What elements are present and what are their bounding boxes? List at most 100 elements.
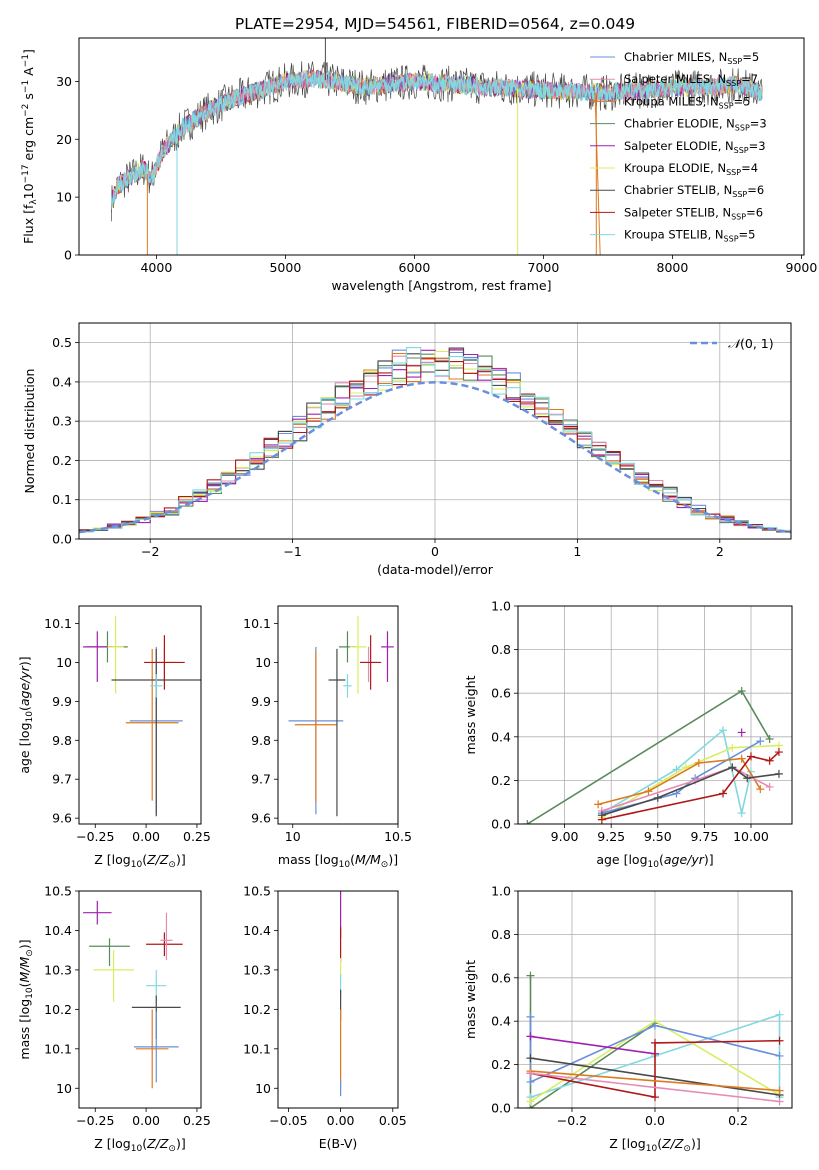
weight-marker-salpeter-stelib xyxy=(774,748,783,757)
y-tick-label: 0.2 xyxy=(491,773,511,788)
label-part: −17 xyxy=(21,164,31,183)
legend-label-chabrier-miles: Chabrier MILES, NSSP=5 xyxy=(624,50,759,66)
y-tick-label: 10.5 xyxy=(44,884,72,899)
weight-marker-kroupa-miles xyxy=(775,1086,784,1095)
x-tick-label: −0.05 xyxy=(269,1113,307,1128)
x-tick-label: 10.00 xyxy=(733,829,769,844)
label-part: M/M xyxy=(355,852,381,867)
axes-frame xyxy=(277,605,399,825)
x-tick-label: 2 xyxy=(716,544,724,559)
label-part: ( xyxy=(659,852,664,867)
weight-line-chabrier-stelib xyxy=(601,766,780,817)
y-tick-label: 0.0 xyxy=(52,532,72,547)
y-tick-label: 0.6 xyxy=(491,686,511,701)
x-tick-label: 0 xyxy=(431,544,439,559)
label-part: 10 xyxy=(648,860,660,870)
y-axis-label: mass weight xyxy=(463,960,478,1039)
x-axis-label: E(B-V) xyxy=(319,1136,358,1151)
label-part: erg cm xyxy=(21,117,36,165)
label-part: ( xyxy=(350,852,355,867)
label-part: mass [log xyxy=(278,852,339,867)
label-part: Chabrier STELIB, N xyxy=(624,183,732,197)
weight-marker-chabrier-elodie xyxy=(523,820,532,824)
label-part: mass [log xyxy=(17,999,32,1060)
x-tick-label: 10.5 xyxy=(384,829,412,844)
label-part: ( xyxy=(17,982,32,987)
y-tick-label: 10.4 xyxy=(243,923,271,938)
label-part: Salpeter ELODIE, N xyxy=(624,139,734,153)
weight-marker-salpeter-stelib xyxy=(597,815,606,824)
label-part: Kroupa STELIB, N xyxy=(624,228,724,242)
label-part: )] xyxy=(17,939,32,949)
spectrum-drop xyxy=(594,92,601,255)
weight-marker-salpeter-miles xyxy=(775,1097,784,1106)
label-part: Z/Z xyxy=(146,1136,169,1151)
y-tick-label: 9.7 xyxy=(251,772,271,787)
label-part: s xyxy=(21,93,36,104)
weight-marker-chabrier-stelib xyxy=(728,763,737,772)
y-tick-label: 10.5 xyxy=(243,884,271,899)
label-part: 10 xyxy=(25,711,35,723)
x-tick-label: −0.2 xyxy=(557,1113,587,1128)
label-part: 10 xyxy=(131,1144,143,1154)
y-axis-label: Normed distribution xyxy=(22,369,37,494)
label-part: SSP xyxy=(731,212,746,221)
y-tick-label: 10.2 xyxy=(44,1002,72,1017)
weight-marker-kroupa-miles xyxy=(756,785,765,794)
plot-area xyxy=(79,347,791,534)
label-part: −1 xyxy=(21,80,31,93)
x-tick-label: 7000 xyxy=(528,260,560,275)
y-tick-label: 10.1 xyxy=(44,616,72,631)
weight-marker-chabrier-stelib xyxy=(743,774,752,783)
y-tick-label: 0.8 xyxy=(491,927,511,942)
x-tick-label: 9000 xyxy=(786,260,818,275)
y-tick-label: 9.7 xyxy=(52,772,72,787)
label-part: M/M xyxy=(17,956,32,982)
x-tick-label: 0.2 xyxy=(728,1113,748,1128)
y-tick-label: 0.2 xyxy=(491,1057,511,1072)
weight-marker-chabrier-miles xyxy=(756,737,765,746)
x-tick-label: 0.00 xyxy=(327,1113,355,1128)
weight-line-salpeter-elodie xyxy=(530,1035,656,1055)
weight-marker-salpeter-stelib xyxy=(775,1036,784,1045)
weight-marker-chabrier-miles xyxy=(651,1021,659,1030)
x-axis-label: mass [log10(M/M⊙)] xyxy=(278,852,398,870)
weight-marker-kroupa-miles xyxy=(694,758,703,767)
y-tick-label: 0 xyxy=(64,248,72,263)
label-part: Flux [f xyxy=(21,204,36,244)
weight-marker-kroupa-miles xyxy=(594,800,603,809)
label-part: ⊙ xyxy=(381,860,389,870)
label-part: =3 xyxy=(749,139,766,153)
y-tick-label: 9.9 xyxy=(251,694,271,709)
weight-marker-chabrier-elodie xyxy=(765,734,774,743)
y-tick-label: 0.1 xyxy=(52,492,72,507)
x-axis-label: (data-model)/error xyxy=(377,562,494,577)
label-part: Salpeter STELIB, N xyxy=(624,205,731,219)
label-part: SSP xyxy=(735,124,750,133)
label-part: SSP xyxy=(726,168,741,177)
legend-label-salpeter-elodie: Salpeter ELODIE, NSSP=3 xyxy=(624,139,766,155)
label-part: ⊙ xyxy=(25,949,35,957)
x-tick-label: −2 xyxy=(141,544,159,559)
y-axis-label: Flux [fλ10−17 erg cm−2 s−1 A−1] xyxy=(21,49,39,244)
x-tick-label: 0.0 xyxy=(645,1113,665,1128)
label-part: ⊙ xyxy=(683,1144,691,1154)
y-tick-label: 10 xyxy=(255,1081,271,1096)
x-tick-label: 9.00 xyxy=(551,829,579,844)
x-tick-label: 0.00 xyxy=(132,829,160,844)
figure-title: PLATE=2954, MJD=54561, FIBERID=0564, z=0… xyxy=(235,15,635,33)
weight-marker-chabrier-stelib xyxy=(526,1054,535,1063)
label-part: Z [log xyxy=(94,852,130,867)
x-tick-label: 4000 xyxy=(140,260,172,275)
label-part: age/yr xyxy=(664,852,705,867)
plot-area xyxy=(83,900,183,1089)
y-tick-label: 0.0 xyxy=(491,817,511,832)
label-part: 10 xyxy=(339,860,351,870)
label-part: SSP xyxy=(724,235,739,244)
label-part: ⊙ xyxy=(168,1144,176,1154)
label-part: Z [log xyxy=(94,1136,130,1151)
x-axis-label: wavelength [Angstrom, rest frame] xyxy=(331,278,551,293)
y-tick-label: 20 xyxy=(56,132,72,147)
x-tick-label: 8000 xyxy=(657,260,689,275)
